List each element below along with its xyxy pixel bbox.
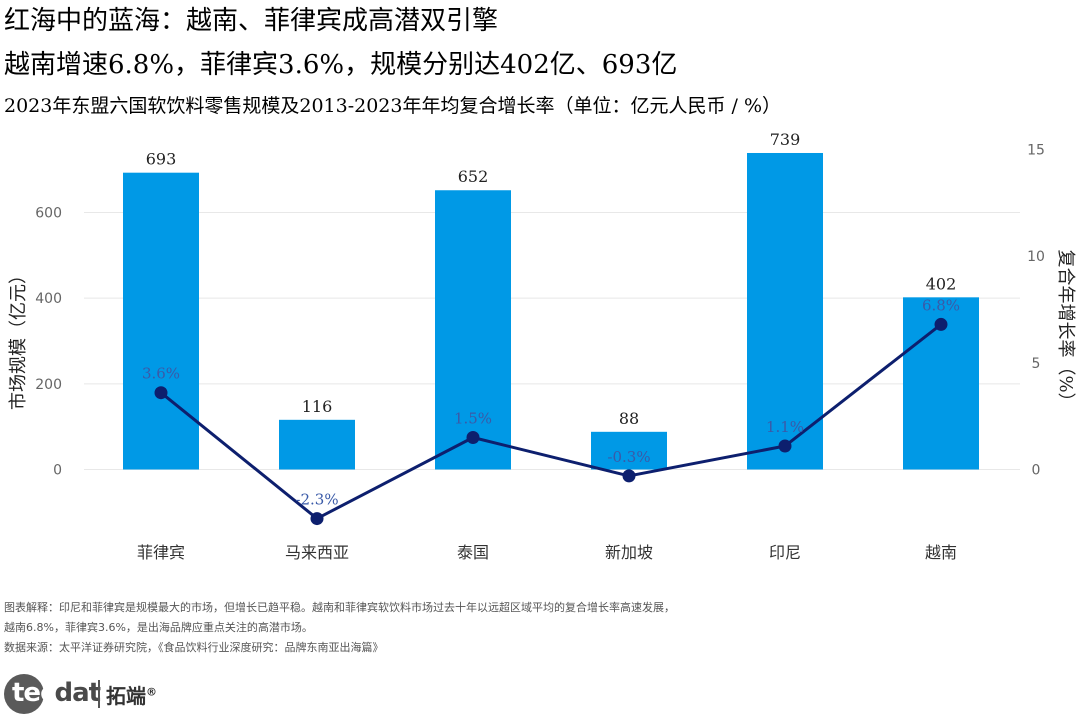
- y2-tick-label: 5: [1032, 356, 1041, 372]
- y-tick-label: 0: [53, 463, 62, 479]
- y2-tick-label: 10: [1027, 249, 1045, 265]
- y2-tick-label: 0: [1032, 463, 1041, 479]
- bar-value-label: 402: [926, 274, 957, 293]
- growth-value-label: 3.6%: [142, 365, 180, 383]
- growth-value-label: -0.3%: [607, 448, 650, 466]
- growth-value-label: 1.5%: [454, 410, 492, 428]
- chart-explanation-line1: 图表解释：印尼和菲律宾是规模最大的市场，但增长已趋平稳。越南和菲律宾软饮料市场过…: [4, 601, 675, 614]
- bar: [747, 152, 823, 470]
- chart-explanation-line2: 越南6.8%，菲律宾3.6%，是出海品牌应重点关注的高潜市场。: [4, 621, 313, 634]
- combo-chart: 0 200 400 600 0 5 10 15 693 116 652 88 739 402 菲律宾 马来西亚…: [8, 130, 1076, 562]
- bar-value-label: 739: [770, 130, 801, 149]
- growth-point: [778, 439, 792, 453]
- bar-value-label: 116: [302, 397, 333, 416]
- bar-value-label: 88: [619, 409, 639, 428]
- bar-value-label: 693: [146, 150, 177, 169]
- growth-point: [934, 317, 948, 331]
- y-tick-label: 200: [35, 377, 62, 393]
- logo-text-part2: dat: [54, 678, 101, 708]
- chart-subtitle: 越南增速6.8%，菲律宾3.6%，规模分别达402亿、693亿: [4, 50, 678, 80]
- chart-title: 红海中的蓝海：越南、菲律宾成高潜双引擎: [4, 6, 499, 36]
- x-tick-label: 泰国: [457, 543, 489, 562]
- growth-point: [310, 512, 324, 526]
- growth-value-label: 6.8%: [922, 296, 960, 314]
- x-tick-label: 菲律宾: [137, 543, 185, 562]
- x-tick-label: 印尼: [769, 543, 801, 562]
- y2-axis-title: 复合年增长率（%）: [1055, 249, 1076, 410]
- bar: [435, 190, 511, 470]
- logo-chinese-name: 拓端: [106, 684, 146, 708]
- bar: [123, 172, 199, 470]
- y-tick-label: 400: [35, 291, 62, 307]
- x-tick-label: 新加坡: [605, 543, 653, 562]
- y-tick-label: 600: [35, 206, 62, 222]
- bar-value-label: 652: [458, 167, 489, 186]
- data-source: 数据来源：太平洋证券研究院，《食品饮料行业深度研究：品牌东南亚出海篇》: [4, 641, 384, 654]
- growth-point: [622, 469, 636, 483]
- growth-point: [466, 431, 480, 444]
- growth-value-label: -2.3%: [295, 491, 338, 509]
- logo-circle-icon: [4, 674, 44, 714]
- growth-line: [160, 323, 942, 521]
- bar: [279, 419, 355, 470]
- x-tick-label: 马来西亚: [285, 543, 349, 562]
- logo-text-part1: tec: [12, 678, 55, 708]
- growth-point: [154, 386, 168, 400]
- registered-mark: ®: [146, 685, 157, 699]
- growth-value-label: 1.1%: [766, 418, 804, 436]
- x-tick-label: 越南: [925, 543, 957, 562]
- chart-caption: 2023年东盟六国软饮料零售规模及2013-2023年年均复合增长率（单位：亿元…: [4, 95, 782, 117]
- y-axis-title: 市场规模（亿元）: [8, 266, 29, 410]
- bar: [591, 431, 667, 470]
- y2-tick-label: 15: [1027, 143, 1045, 159]
